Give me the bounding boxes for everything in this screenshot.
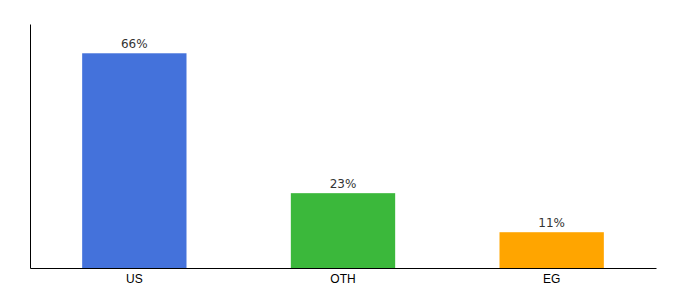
data-label: 23% — [330, 177, 357, 191]
bars — [82, 53, 604, 268]
x-tick: EG — [543, 272, 560, 286]
chart-svg: US OTH EG 66% 23% 11% — [0, 0, 680, 300]
chart-container: US OTH EG 66% 23% 11% — [0, 0, 680, 300]
y-axis — [30, 25, 31, 269]
x-tick-label: EG — [543, 272, 560, 286]
x-tick-label: OTH — [330, 272, 355, 286]
x-tick-label: US — [126, 272, 143, 286]
data-label: 11% — [538, 216, 565, 230]
y-axis-line — [30, 25, 31, 269]
plot-area: US OTH EG 66% 23% 11% — [31, 25, 657, 286]
bar — [82, 53, 186, 268]
bar — [291, 193, 395, 268]
data-labels: 66% 23% 11% — [121, 37, 565, 230]
bar — [500, 232, 604, 268]
x-tick: OTH — [330, 272, 355, 286]
x-tick: US — [126, 272, 143, 286]
x-axis: US OTH EG — [31, 269, 657, 286]
data-label: 66% — [121, 37, 148, 51]
x-axis-line — [31, 268, 657, 269]
